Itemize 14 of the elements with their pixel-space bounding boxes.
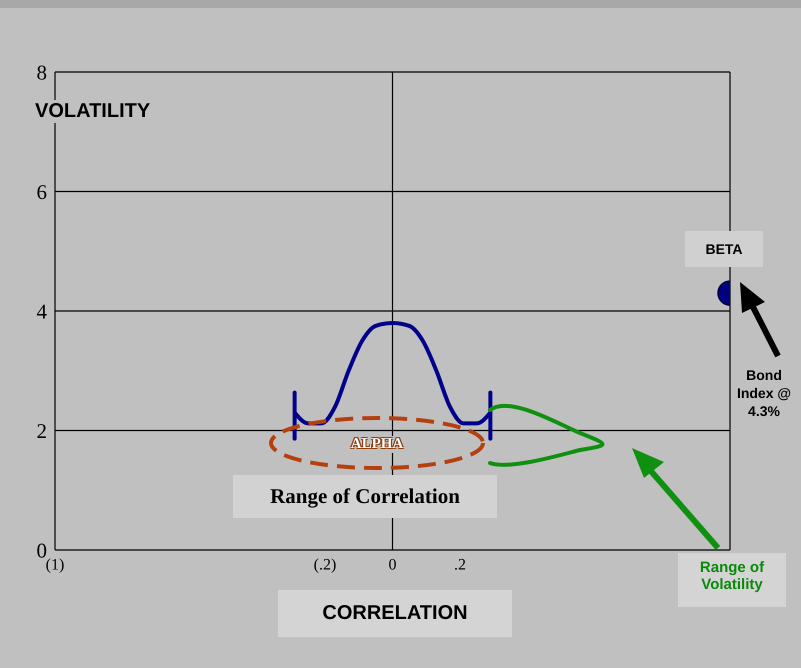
annotation: BETA (685, 231, 763, 268)
text: Bond Index @ 4.3% (736, 366, 792, 420)
x-tick-label: .2 (454, 556, 466, 574)
x-tick-label: (.2) (314, 556, 336, 574)
y-axis-title: VOLATILITY (35, 100, 150, 123)
x-tick-label: 0 (388, 556, 396, 574)
text: Range of Volatility (698, 558, 766, 595)
x-tick-label: (1) (46, 556, 64, 574)
y-tick-label: 2 (36, 418, 47, 443)
annotation: ALPHA (342, 436, 412, 453)
x-axis-title: CORRELATION (278, 590, 512, 637)
y-tick-label: 6 (36, 180, 47, 204)
y-tick-label: 4 (36, 299, 48, 324)
y-tick-label: 8 (36, 60, 47, 84)
